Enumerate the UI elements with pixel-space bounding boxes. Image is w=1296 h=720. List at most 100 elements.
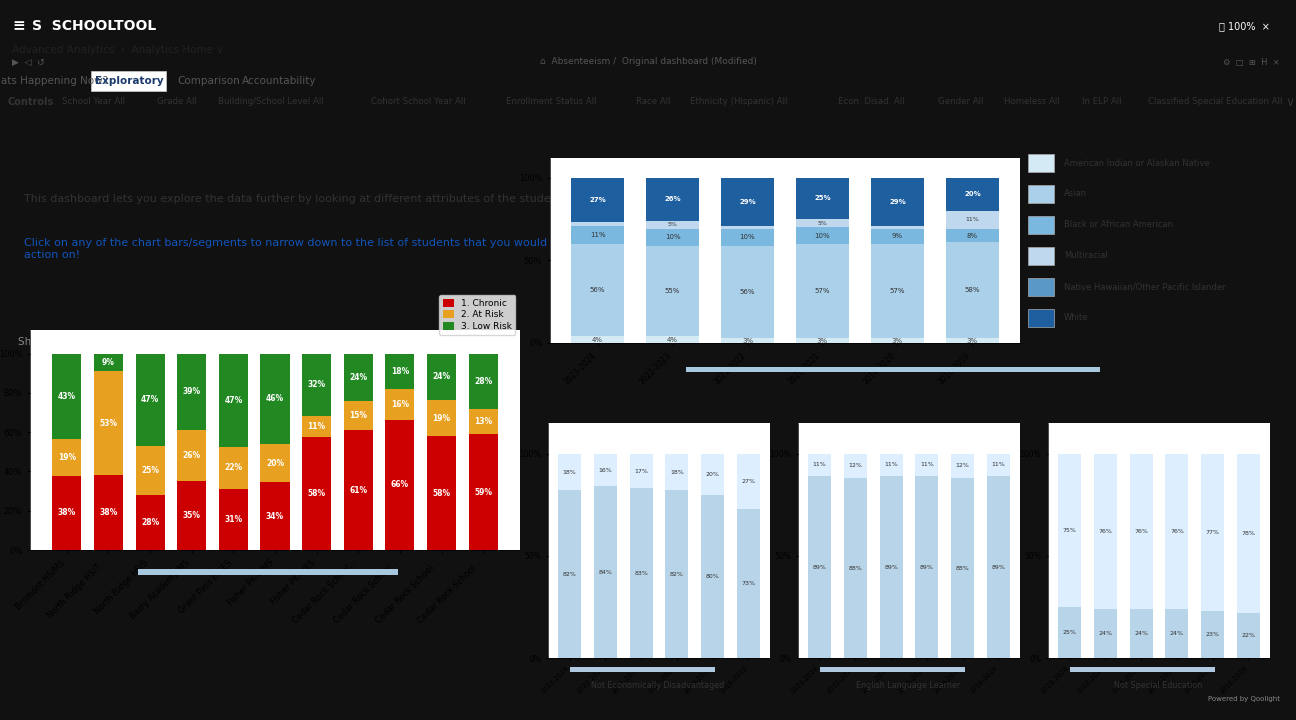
Text: 55%: 55% xyxy=(665,288,680,294)
Text: 82%: 82% xyxy=(562,572,577,577)
Text: 11%: 11% xyxy=(884,462,898,467)
Text: Accountability: Accountability xyxy=(242,76,316,86)
Bar xyxy=(426,354,456,400)
Bar xyxy=(570,667,714,672)
Text: 9%: 9% xyxy=(102,358,115,367)
Text: Cohort School Year All: Cohort School Year All xyxy=(371,97,465,107)
Bar xyxy=(343,402,373,431)
Bar xyxy=(469,408,498,434)
Text: 47%: 47% xyxy=(141,395,159,405)
Text: Advanced Analytics  ›  Analytics Home ∨: Advanced Analytics › Analytics Home ∨ xyxy=(12,45,224,55)
Text: Powered by Qoolight: Powered by Qoolight xyxy=(1208,696,1280,702)
Text: 57%: 57% xyxy=(815,288,831,294)
Text: 10%: 10% xyxy=(740,234,756,240)
Bar xyxy=(302,437,332,550)
Bar xyxy=(946,211,999,229)
Text: 26%: 26% xyxy=(183,451,201,460)
Text: 11%: 11% xyxy=(307,422,325,431)
Bar xyxy=(136,446,165,495)
Text: Controls: Controls xyxy=(8,97,54,107)
Text: Showing count of students: Showing count of students xyxy=(18,337,158,346)
Bar xyxy=(951,454,975,478)
Text: About this dashboard!: About this dashboard! xyxy=(23,156,180,168)
Bar xyxy=(844,454,867,478)
Bar xyxy=(1058,607,1081,658)
Bar xyxy=(647,246,699,336)
Text: Whats Happening Now?: Whats Happening Now? xyxy=(0,76,108,86)
Text: 83%: 83% xyxy=(634,571,648,576)
Text: 56%: 56% xyxy=(590,287,605,293)
Bar xyxy=(1236,613,1260,658)
Bar xyxy=(1058,454,1081,607)
Bar xyxy=(594,486,617,658)
Text: 76%: 76% xyxy=(1099,528,1112,534)
Bar xyxy=(871,229,924,244)
Text: 23%: 23% xyxy=(1205,632,1220,637)
Text: 8%: 8% xyxy=(967,233,978,238)
Bar xyxy=(820,667,964,672)
Text: 11%: 11% xyxy=(991,462,1006,467)
Bar xyxy=(1094,609,1117,658)
Text: This dashboard lets you explore the data further by looking at different attribu: This dashboard lets you explore the data… xyxy=(23,194,595,204)
Bar xyxy=(52,438,82,476)
Bar xyxy=(572,226,623,244)
Text: 24%: 24% xyxy=(433,372,451,381)
Text: 3%: 3% xyxy=(816,338,828,343)
Bar xyxy=(871,244,924,338)
Text: 89%: 89% xyxy=(991,564,1006,570)
Text: 16%: 16% xyxy=(391,400,410,409)
Text: 29%: 29% xyxy=(739,199,756,204)
Text: Race All: Race All xyxy=(636,97,670,107)
Text: 5%: 5% xyxy=(667,222,678,228)
Bar xyxy=(260,354,289,444)
Bar xyxy=(1070,667,1214,672)
Text: 58%: 58% xyxy=(307,489,325,498)
Bar xyxy=(796,228,849,244)
Text: 20%: 20% xyxy=(705,472,719,477)
Bar xyxy=(260,444,289,482)
Bar xyxy=(572,178,623,222)
Text: 10%: 10% xyxy=(665,234,680,240)
Text: 11%: 11% xyxy=(590,232,605,238)
Text: 24%: 24% xyxy=(349,373,367,382)
Text: ⌂  Absenteeism /  Original dashboard (Modified): ⌂ Absenteeism / Original dashboard (Modi… xyxy=(539,58,757,66)
Text: 28%: 28% xyxy=(474,377,492,386)
Bar xyxy=(1165,609,1188,658)
Text: Students by Building/School Level and Risk Level: Students by Building/School Level and Ri… xyxy=(18,316,345,329)
Text: 75%: 75% xyxy=(1063,528,1077,533)
Text: White: White xyxy=(1064,313,1089,323)
Bar xyxy=(1094,454,1117,609)
Bar xyxy=(93,372,123,475)
Bar xyxy=(178,430,206,482)
Bar xyxy=(572,222,623,226)
Bar xyxy=(809,454,831,476)
Text: % of Students Economically
Disadvantaged: % of Students Economically Disadvantaged xyxy=(548,388,712,410)
Bar xyxy=(572,244,623,336)
Text: Asian: Asian xyxy=(1064,189,1087,199)
Bar xyxy=(469,434,498,550)
Bar xyxy=(1130,609,1152,658)
Text: ≡: ≡ xyxy=(12,19,25,34)
Text: Enrollment Status All: Enrollment Status All xyxy=(507,97,596,107)
Text: 16%: 16% xyxy=(599,467,612,472)
Bar xyxy=(647,221,699,229)
Text: Homeless All: Homeless All xyxy=(1004,97,1060,107)
Text: 76%: 76% xyxy=(1134,528,1148,534)
Text: 43%: 43% xyxy=(58,392,76,400)
Text: Gender All: Gender All xyxy=(938,97,984,107)
Bar xyxy=(594,454,617,486)
Text: 15%: 15% xyxy=(349,411,367,420)
Text: 9%: 9% xyxy=(892,233,903,240)
Legend: 1. Chronic, 2. At Risk, 3. Low Risk: 1. Chronic, 2. At Risk, 3. Low Risk xyxy=(439,295,516,335)
Text: 38%: 38% xyxy=(100,508,118,517)
Text: 27%: 27% xyxy=(590,197,607,203)
Bar xyxy=(736,509,759,658)
Bar xyxy=(796,244,849,338)
Bar xyxy=(91,71,166,91)
Bar xyxy=(302,354,332,415)
Bar xyxy=(722,246,774,338)
Bar xyxy=(426,436,456,550)
Bar xyxy=(219,489,248,550)
Bar xyxy=(722,338,774,343)
Text: 22%: 22% xyxy=(1242,633,1256,638)
